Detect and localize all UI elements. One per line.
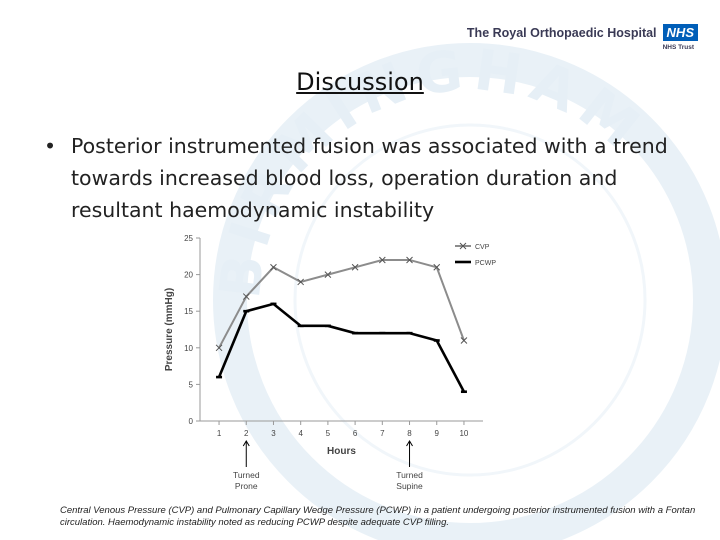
y-tick-label: 20: [184, 271, 193, 280]
figure-caption: Central Venous Pressure (CVP) and Pulmon…: [60, 505, 696, 528]
data-point-cvp: [351, 263, 359, 271]
annotation-label: Turned: [233, 470, 260, 480]
x-tick-label: 4: [298, 429, 303, 438]
series-pcwp-line: [217, 302, 466, 393]
bullet-text: Posterior instrumented fusion was associ…: [71, 134, 668, 222]
annotation-label: Turned: [396, 470, 423, 480]
data-point-cvp: [215, 344, 223, 352]
y-tick-label: 15: [184, 307, 193, 316]
annotation-label: Prone: [235, 481, 258, 491]
slide-title-container: Discussion: [0, 68, 720, 96]
x-tick-label: 5: [326, 429, 331, 438]
y-tick-label: 0: [189, 417, 194, 426]
bullet-point: • Posterior instrumented fusion was asso…: [44, 130, 694, 226]
data-point-cvp: [242, 293, 250, 300]
data-point-cvp: [324, 271, 332, 278]
x-tick-label: 9: [435, 429, 440, 438]
trust-label: NHS Trust: [662, 44, 694, 51]
data-point-cvp: [378, 256, 386, 264]
legend-label-cvp: CVP: [475, 244, 490, 251]
x-tick-label: 3: [271, 429, 276, 438]
y-tick-label: 5: [189, 380, 194, 389]
data-point-cvp: [460, 337, 468, 344]
pressure-line-chart: 0 5 10 15 20 25 1 2 3 4 5 6 7 8 9 10 Hours Pressure (mmHg…: [164, 234, 496, 491]
annotation-arrowhead: [242, 440, 250, 447]
logo-text: The Royal Orthopaedic Hospital: [466, 25, 657, 40]
hospital-logo: The Royal Orthopaedic Hospital NHS: [467, 24, 698, 41]
y-tick-label: 25: [184, 234, 193, 243]
data-point-cvp: [270, 263, 277, 271]
data-point-cvp: [406, 256, 413, 264]
y-tick-label: 10: [184, 344, 193, 353]
x-axis-title: Hours: [327, 446, 356, 457]
y-axis-title: Pressure (mmHg): [164, 288, 175, 371]
annotation-label: Supine: [396, 481, 423, 491]
slide-title: Discussion: [296, 68, 424, 96]
legend-label-pcwp: PCWP: [475, 260, 496, 267]
x-tick-label: 1: [217, 429, 222, 438]
x-tick-label: 2: [244, 429, 249, 438]
legend-marker-cvp: [459, 242, 467, 250]
data-point-cvp: [433, 263, 441, 271]
annotation-arrowhead: [406, 440, 413, 447]
x-tick-label: 6: [353, 429, 358, 438]
bullet-dot-icon: •: [44, 134, 57, 158]
x-tick-label: 10: [459, 429, 468, 438]
x-tick-label: 8: [407, 429, 412, 438]
series-cvp-line: [218, 258, 465, 349]
x-tick-label: 7: [380, 429, 385, 438]
data-point-cvp: [297, 278, 305, 286]
nhs-badge: NHS: [662, 24, 698, 41]
